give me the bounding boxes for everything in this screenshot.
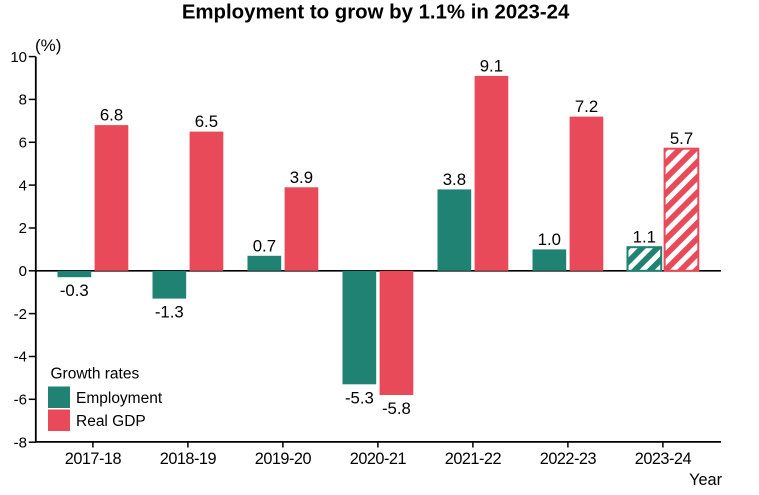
svg-text:Growth rates: Growth rates (51, 366, 140, 383)
svg-text:-5.3: -5.3 (345, 388, 374, 407)
svg-text:Real GDP: Real GDP (76, 413, 146, 430)
svg-text:2020-21: 2020-21 (350, 450, 407, 468)
svg-text:9.1: 9.1 (480, 56, 503, 75)
svg-text:6.8: 6.8 (100, 106, 123, 125)
svg-text:8: 8 (19, 92, 27, 109)
svg-text:4: 4 (19, 177, 27, 194)
svg-text:-0.3: -0.3 (60, 281, 89, 300)
svg-text:0.7: 0.7 (253, 236, 276, 255)
svg-text:10: 10 (10, 49, 27, 66)
svg-text:3.8: 3.8 (443, 170, 466, 189)
svg-text:6: 6 (19, 135, 27, 152)
svg-text:-5.8: -5.8 (382, 399, 411, 418)
svg-text:1.1: 1.1 (633, 228, 656, 247)
svg-text:-1.3: -1.3 (155, 303, 184, 322)
svg-text:2023-24: 2023-24 (635, 450, 692, 468)
svg-text:-2: -2 (14, 306, 27, 323)
svg-text:2017-18: 2017-18 (65, 450, 122, 468)
svg-text:Employment: Employment (76, 390, 163, 407)
svg-text:3.9: 3.9 (290, 168, 313, 187)
svg-text:2018-19: 2018-19 (160, 450, 217, 468)
svg-text:0: 0 (19, 263, 27, 280)
svg-text:2019-20: 2019-20 (255, 450, 312, 468)
svg-text:2022-23: 2022-23 (540, 450, 597, 468)
svg-text:2021-22: 2021-22 (445, 450, 502, 468)
svg-text:1.0: 1.0 (538, 230, 561, 249)
svg-text:-8: -8 (14, 434, 27, 451)
svg-text:7.2: 7.2 (575, 97, 598, 116)
svg-text:-4: -4 (14, 349, 27, 366)
svg-text:6.5: 6.5 (195, 112, 218, 131)
svg-text:Year: Year (689, 471, 722, 489)
svg-text:2: 2 (19, 220, 27, 237)
svg-text:5.7: 5.7 (670, 129, 693, 148)
svg-text:Employment to grow by 1.1% in: Employment to grow by 1.1% in 2023-24 (182, 1, 570, 23)
svg-text:(%): (%) (35, 36, 61, 55)
svg-text:-6: -6 (14, 392, 27, 409)
